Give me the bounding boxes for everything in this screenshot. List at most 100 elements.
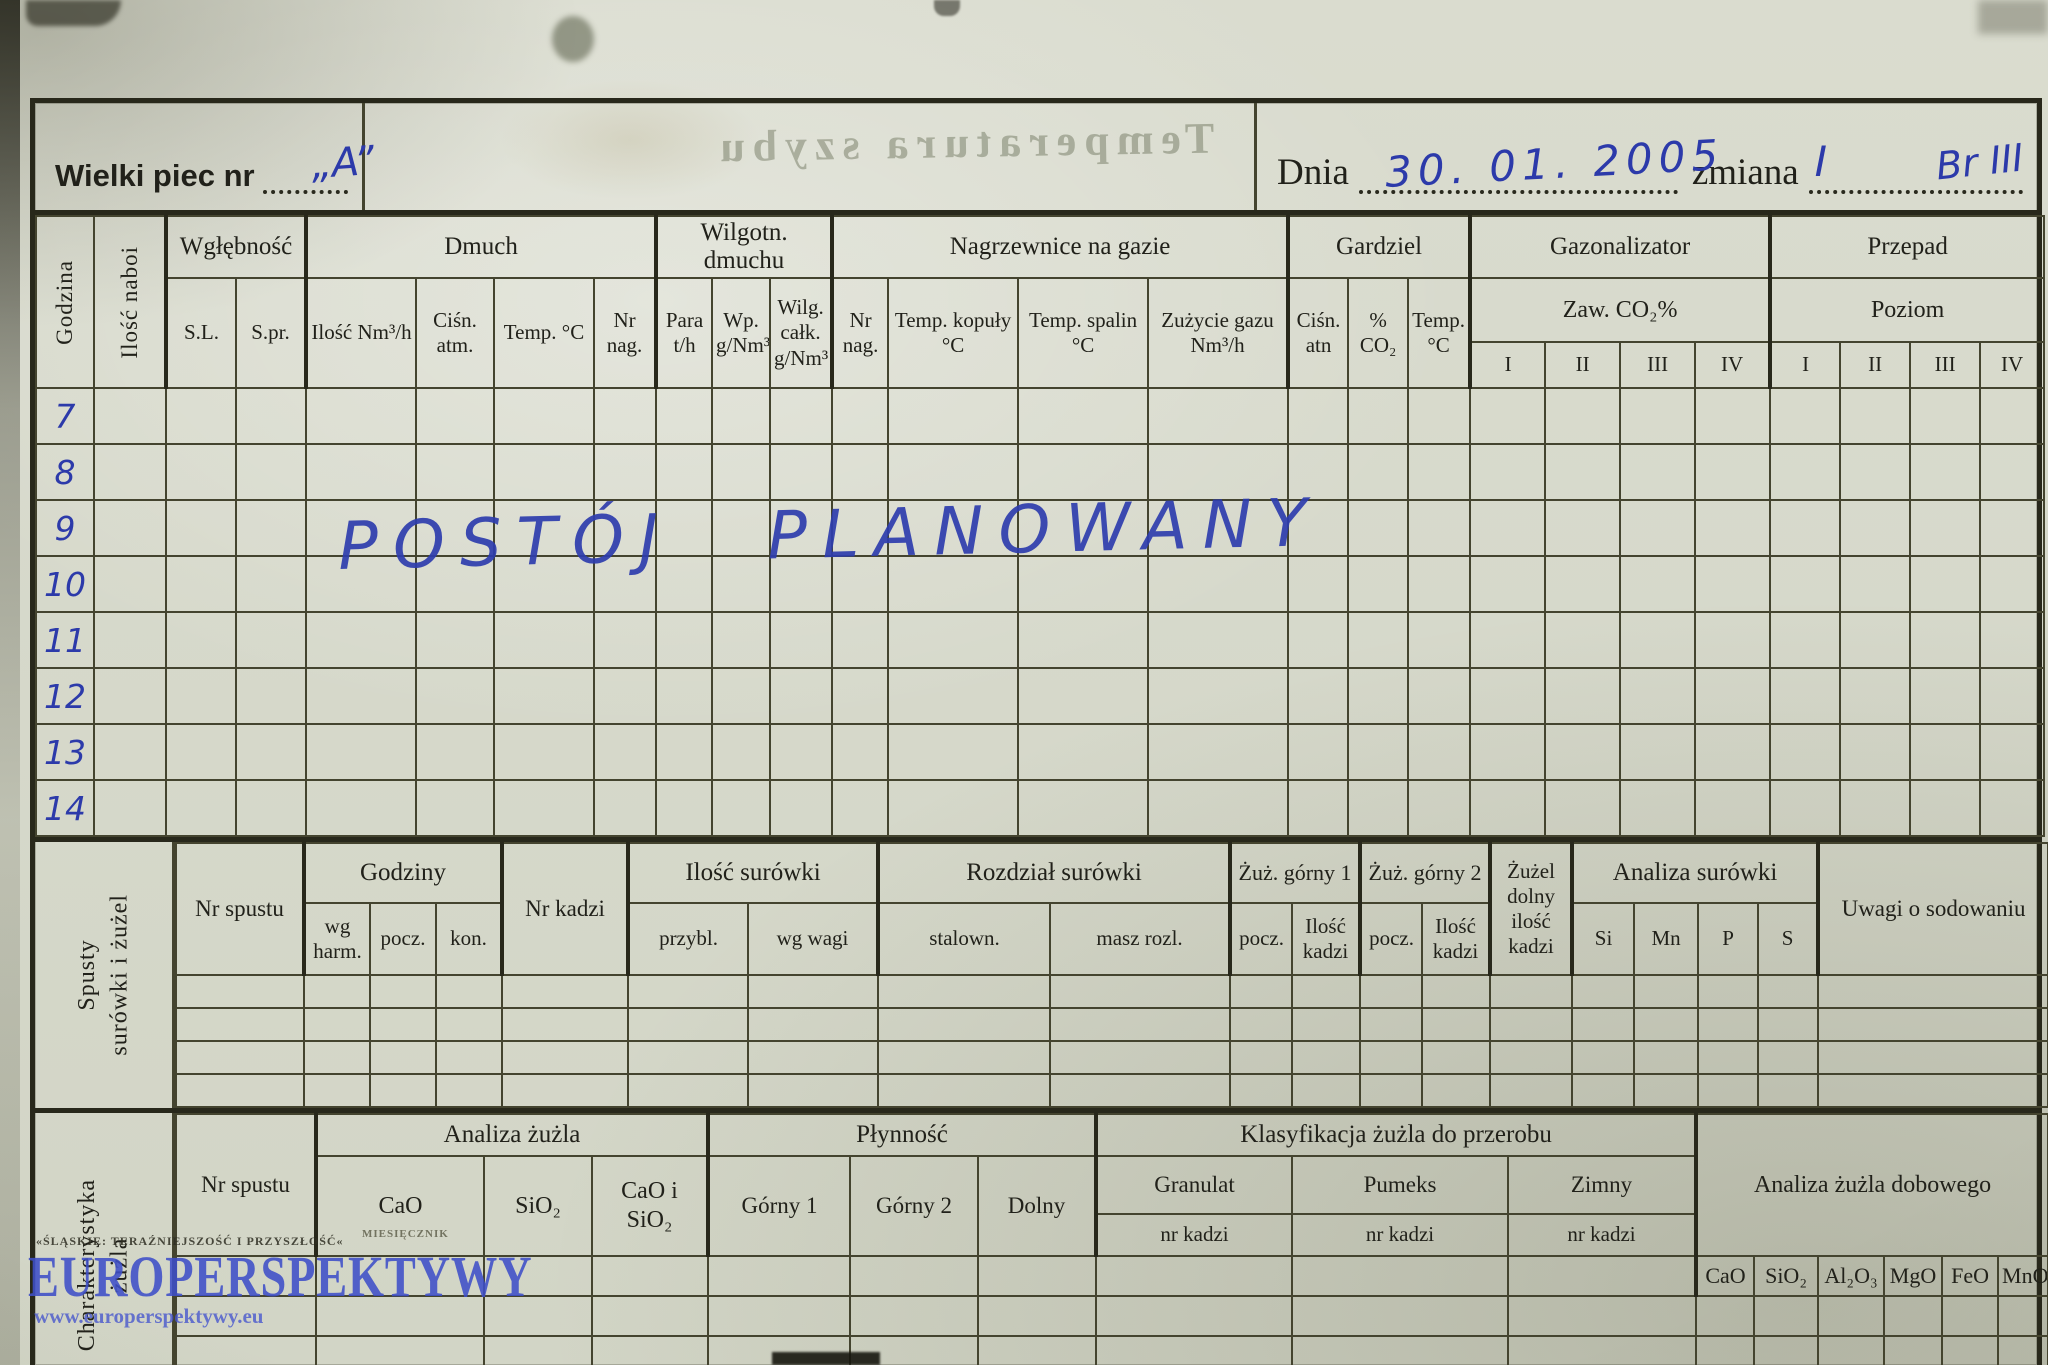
empty-cell [1979, 611, 2046, 669]
empty-cell [1697, 1073, 1760, 1108]
empty-cell [501, 1007, 630, 1042]
empty-cell [1544, 667, 1622, 725]
furnace-label: Wielki piec nr [55, 158, 255, 193]
empty-cell [591, 1255, 709, 1297]
watermark-url: www.europerspektywy.eu [34, 1304, 264, 1328]
empty-cell [655, 499, 714, 557]
empty-cell [1291, 1007, 1362, 1042]
empty-cell [711, 443, 772, 501]
column-header-gorny-1: Górny 1 [706, 1155, 851, 1257]
empty-cell [655, 443, 714, 501]
empty-cell [1997, 1295, 2048, 1337]
empty-cell [1619, 723, 1697, 781]
column-header-masz-rozl: masz rozl. [1049, 902, 1232, 976]
empty-cell [1979, 779, 2046, 837]
empty-cell [1757, 974, 1820, 1009]
empty-cell [1694, 443, 1772, 501]
empty-cell [627, 974, 750, 1009]
empty-cell [93, 779, 167, 837]
empty-cell [1291, 1040, 1362, 1075]
empty-cell [1347, 779, 1410, 837]
empty-cell [711, 779, 772, 837]
column-header-ilosc-naboi: Ilość naboi [93, 215, 167, 389]
empty-cell [831, 779, 890, 837]
empty-cell [1619, 667, 1697, 725]
column-header-kon: kon. [434, 902, 504, 976]
column-header-zimny-nr-kadzi: nr kadzi [1507, 1213, 1698, 1257]
hour-cell: 14 [35, 779, 95, 837]
empty-cell [831, 723, 890, 781]
empty-cell [1909, 779, 1982, 837]
slag-side-label: Charakterystyka żużla [35, 1113, 175, 1365]
empty-cell [1291, 1073, 1362, 1108]
empty-cell [1287, 387, 1350, 445]
column-header-g1-pocz: pocz. [1228, 902, 1294, 976]
empty-cell [1571, 1040, 1636, 1075]
sub-group-poziom: Poziom [1768, 277, 2046, 343]
hours-row: 11 [35, 611, 2046, 669]
empty-cell [165, 443, 237, 501]
empty-cell [711, 667, 772, 725]
group-header-gazonalizator: Gazonalizator [1468, 215, 1772, 279]
empty-cell [592, 723, 658, 781]
empty-cell [1694, 779, 1772, 837]
column-header-g1-ilosc-kadzi: Ilość kadzi [1291, 902, 1362, 976]
empty-cell [1769, 499, 1842, 557]
hour-cell: 10 [35, 555, 95, 613]
empty-cell [1619, 387, 1697, 445]
column-header-nr-kadzi: Nr kadzi [500, 842, 630, 976]
column-header-cisn-atn: Ciśn. atn [1286, 277, 1350, 389]
slag-header-sub-row: CaO SiO₂ CaO i SiO₂ Górny 1 Górny 2 Doln… [176, 1155, 2048, 1257]
column-header-zimny: Zimny [1507, 1155, 1698, 1215]
empty-cell [1839, 387, 1912, 445]
date-handwritten: 30. 01. 2005 [1383, 130, 1726, 197]
empty-cell [434, 974, 504, 1009]
empty-cell [235, 723, 307, 781]
empty-cell [769, 667, 834, 725]
empty-cell [93, 443, 167, 501]
empty-cell [769, 555, 834, 613]
empty-cell [877, 1073, 1052, 1108]
empty-cell [1753, 1295, 1820, 1337]
empty-cell [1839, 779, 1912, 837]
empty-cell [93, 611, 167, 669]
group-header-godziny: Godziny [301, 842, 504, 904]
empty-cell [1839, 667, 1912, 725]
slag-header-kadzi-row: nr kadzi nr kadzi nr kadzi [176, 1213, 2048, 1257]
empty-cell [831, 611, 890, 669]
empty-cell [1909, 723, 1982, 781]
empty-cell [1095, 1335, 1294, 1365]
empty-cell [493, 723, 595, 781]
empty-cell [93, 667, 167, 725]
empty-cell [493, 779, 595, 837]
empty-cell [1997, 1335, 2048, 1365]
column-header-zuzycie-gazu: Zużycie gazu Nm³/h [1147, 277, 1290, 389]
empty-cell [1229, 1040, 1294, 1075]
empty-cell [1407, 387, 1472, 445]
empty-cell [165, 555, 237, 613]
column-header-daily-cao: CaO [1694, 1255, 1756, 1297]
column-header-prz-iii: III [1909, 341, 1982, 389]
empty-cell [1017, 779, 1150, 837]
empty-cell [415, 779, 495, 837]
empty-cell [747, 1073, 880, 1108]
empty-cell [1697, 974, 1760, 1009]
group-header-wglebnosc: Wgłębność [164, 215, 307, 279]
empty-cell [1407, 667, 1472, 725]
group-header-analiza-surowki: Analiza surówki [1570, 842, 1820, 904]
empty-cell [1347, 499, 1410, 557]
hours-row: 14 [35, 779, 2046, 837]
empty-cell [1287, 611, 1350, 669]
empty-cell [235, 443, 307, 501]
empty-cell [1407, 555, 1472, 613]
column-header-dolny: Dolny [976, 1155, 1098, 1257]
column-header-si: Si [1570, 902, 1636, 976]
taps-header-group-row: Nr spustu Godziny Nr kadzi Ilość surówki… [175, 842, 2048, 976]
empty-cell [303, 974, 371, 1009]
hours-table-header: Godzina Ilość naboi Wgłębność Dmuch Wilg… [35, 215, 2046, 389]
empty-cell [483, 1335, 593, 1365]
column-header-proc-co2: % CO₂ [1347, 277, 1410, 389]
empty-cell [1287, 723, 1350, 781]
empty-cell [1571, 1007, 1636, 1042]
scan-smudge [26, 0, 121, 26]
